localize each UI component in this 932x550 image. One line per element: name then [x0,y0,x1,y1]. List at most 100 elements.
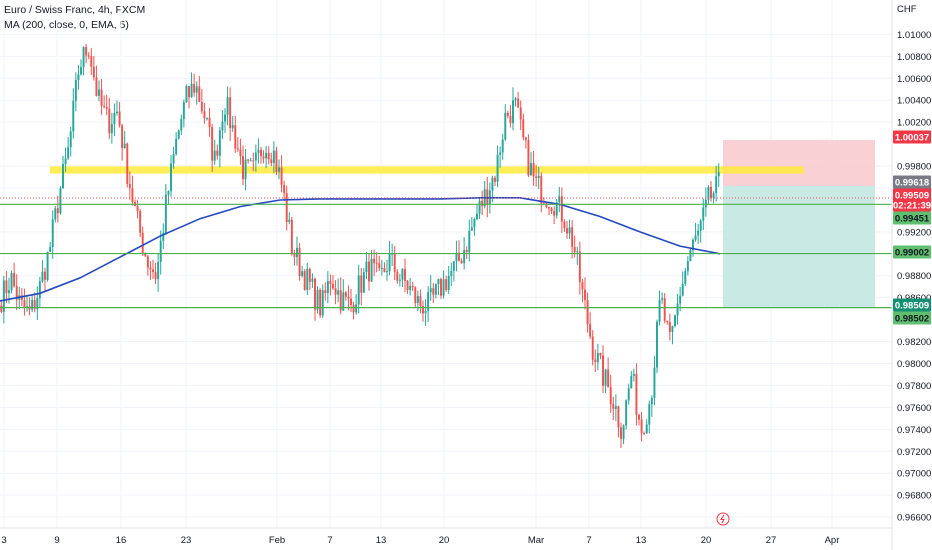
candle-body [684,271,687,284]
candle-body [416,296,419,303]
candle-body [566,228,568,234]
indicator-label[interactable]: MA (200, close, 0, EMA, 5) [4,19,129,31]
candle-body [447,276,450,290]
candle-body [661,298,664,300]
candle-body [607,369,610,388]
candle-body [103,106,106,108]
candle-body [334,288,337,295]
candle-body [203,111,206,119]
price-badge-label: 1.00037 [895,133,929,144]
candle-body [383,268,386,273]
candle-body [211,127,214,161]
candle-body [177,130,180,139]
candle-body [373,258,376,264]
candle-body [560,196,563,222]
candle-body [172,154,175,164]
candle-body [72,100,75,132]
x-tick-label: 13 [636,535,647,546]
y-tick-label: 0.97400 [897,425,931,436]
y-tick-label: 1.00800 [897,52,931,63]
candle-body [10,273,13,291]
candle-body [224,114,226,122]
candle-body [494,177,496,182]
candle-body [674,315,676,327]
candle-body [576,251,579,253]
price-badge [893,130,931,144]
candle-body [2,280,5,312]
price-axis[interactable]: 1.01000 1.00800 1.00600 1.00400 1.00200 0.998… [897,30,931,524]
y-tick-label: 0.96600 [897,513,931,524]
price-badge-label: 0.99618 [895,178,929,189]
candle-body [612,404,615,409]
candle-body [378,263,381,269]
candle-body [208,117,211,128]
candle-body [128,183,131,189]
candle-body [442,279,445,296]
candle-body [653,367,656,398]
candle-body [640,419,643,434]
candle-body [602,355,604,386]
candle-body [668,321,671,332]
candle-body [154,272,157,280]
alert-icon[interactable] [716,512,730,526]
candle-body [152,269,154,273]
candle-body [293,254,296,258]
ma-200-line [0,197,721,302]
candle-body [301,271,304,277]
candle-body [121,125,124,149]
x-tick-label: Apr [825,535,840,546]
x-tick-label: Mar [528,535,544,546]
candle-body [643,433,646,435]
candle-body [571,227,574,247]
candle-body [200,101,203,112]
candle-body [697,230,700,236]
candle-body [355,304,358,313]
candle-body [386,271,388,273]
zones [50,140,875,308]
candle-body [650,397,653,405]
y-tick-label: 0.97600 [897,403,931,414]
levels [0,197,892,309]
candle-body [110,124,113,134]
candle-body [550,208,553,212]
candle-body [254,152,257,161]
candle-body [530,163,532,176]
candle-body [617,406,620,428]
candle-body [499,152,502,155]
y-tick-label: 0.97000 [897,469,931,480]
candle-body [463,250,466,264]
candle-body [368,261,370,282]
candle-body [491,177,494,191]
candle-body [31,300,34,310]
time-axis[interactable]: 3 9 16 23 Feb 7 13 20 Mar 7 13 20 27 Apr [1,535,839,546]
price-badge [893,188,931,202]
x-tick-label: Feb [269,535,285,546]
candle-body [686,260,689,272]
candle-body [715,176,718,194]
candle-body [380,268,383,270]
resistance-zone [50,166,804,174]
candle-body [218,130,221,156]
candle-body [234,125,237,149]
candle-body [329,280,332,285]
candle-body [717,172,720,177]
y-tick-label: 0.97800 [897,381,931,392]
candle-body [589,323,592,337]
candle-body [167,191,170,195]
candle-body [193,83,196,93]
candle-body [231,125,234,129]
candle-body [460,260,463,264]
candle-body [82,46,85,68]
candle-body [77,74,80,81]
candle-body [265,153,268,159]
candle-body [635,373,638,415]
candle-body [33,300,36,310]
candle-body [501,139,504,153]
candle-body [278,167,280,172]
candle-body [116,111,118,114]
candle-body [365,261,368,273]
y-tick-label: 0.96800 [897,491,931,502]
candle-body [522,119,525,138]
